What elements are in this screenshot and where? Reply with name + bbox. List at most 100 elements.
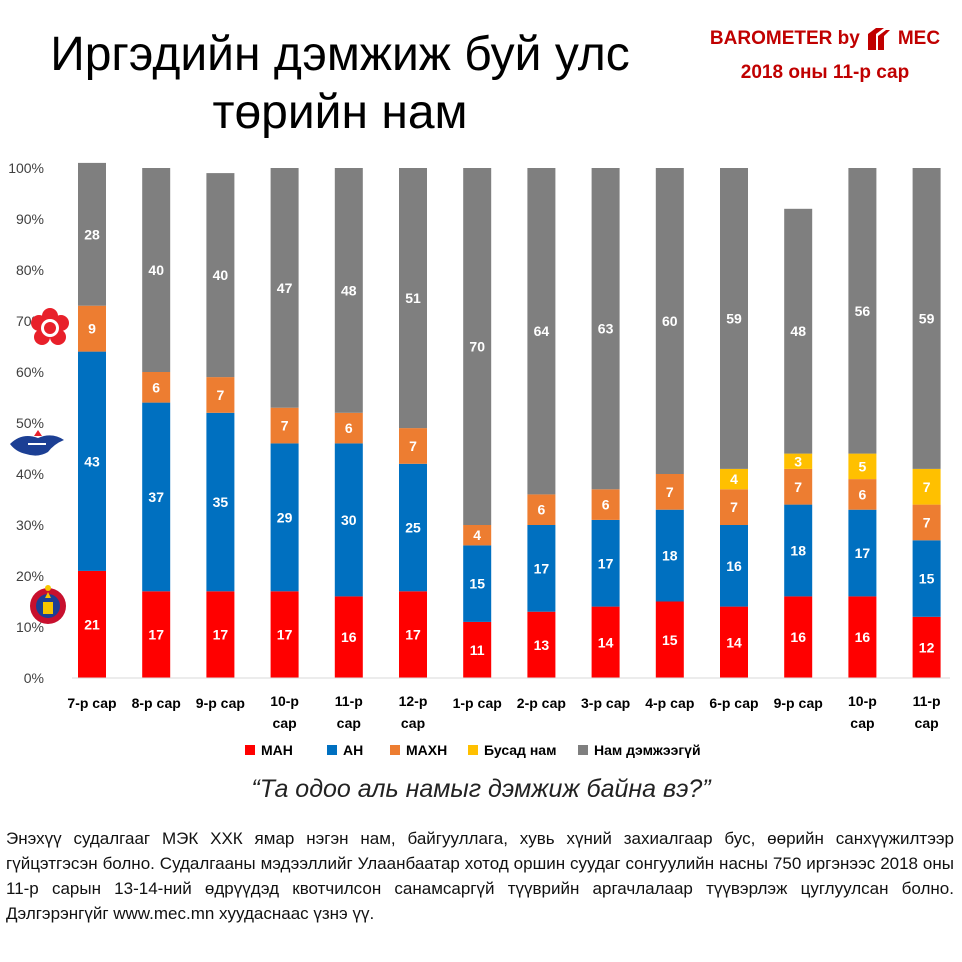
data-label: 6 <box>859 486 867 502</box>
legend-label: МАН <box>261 742 293 758</box>
data-label: 15 <box>469 576 485 592</box>
bar-segment <box>206 377 235 413</box>
stacked-bar-chart: 0%10%20%30%40%50%60%70%80%90%100% 214392… <box>8 160 950 758</box>
bar-segment <box>720 468 748 490</box>
bar-segment <box>912 616 941 678</box>
data-label: 14 <box>598 634 614 650</box>
bar-segment <box>206 591 235 678</box>
data-label: 28 <box>84 226 100 242</box>
y-tick-label: 40% <box>16 466 44 482</box>
data-label: 7 <box>217 387 225 403</box>
bar-segment <box>206 412 235 592</box>
data-label: 60 <box>662 313 678 329</box>
data-label: 43 <box>84 453 100 469</box>
bar-segment <box>142 402 171 592</box>
bar-segment <box>463 168 492 525</box>
data-label: 18 <box>790 543 806 559</box>
bar-segment <box>912 540 941 617</box>
bar-segment <box>142 168 171 372</box>
x-tick-label: 1-р сар <box>453 695 502 711</box>
x-tick-label: 7-р сар <box>67 695 116 711</box>
data-label: 17 <box>213 627 229 643</box>
data-label: 6 <box>602 497 610 513</box>
bar-segment <box>270 407 299 444</box>
bar-segment <box>655 474 684 510</box>
bar-segment <box>655 168 684 474</box>
x-tick-label: 12-р сар <box>399 693 428 731</box>
x-tick-label: 3-р сар <box>581 695 630 711</box>
bar-segment <box>527 525 556 612</box>
brand-date: 2018 оны 11-р сар <box>740 62 910 83</box>
data-label: 7 <box>281 418 289 434</box>
bar-segment <box>591 519 620 607</box>
bar-segment <box>142 372 171 403</box>
data-label: 37 <box>148 489 164 505</box>
y-tick-label: 50% <box>16 415 44 431</box>
data-label: 40 <box>213 267 229 283</box>
data-label: 63 <box>598 321 614 337</box>
bar-segment <box>655 601 684 678</box>
y-tick-label: 20% <box>16 568 44 584</box>
bar-segment <box>78 162 106 306</box>
bar-segment <box>655 509 684 602</box>
data-label: 29 <box>277 509 293 525</box>
x-tick-label: 8-р сар <box>132 695 181 711</box>
mahn-flower-emblem-icon <box>31 308 69 345</box>
bar-segment <box>142 591 171 678</box>
data-label: 35 <box>213 494 229 510</box>
bar-segment <box>399 168 427 429</box>
brand-line: BAROMETER by MEC <box>700 26 950 52</box>
y-tick-label: 100% <box>8 160 44 176</box>
bar-segment <box>784 596 813 678</box>
y-tick-label: 10% <box>16 619 44 635</box>
y-tick-label: 0% <box>24 670 44 686</box>
bar-segment <box>784 208 813 454</box>
data-label: 7 <box>730 499 738 515</box>
bar-segment <box>399 463 427 592</box>
bar-segment <box>334 168 363 413</box>
data-label: 21 <box>84 616 100 632</box>
bar-segment <box>720 606 748 678</box>
data-label: 9 <box>88 321 96 337</box>
data-label: 4 <box>730 471 738 487</box>
bar-segment <box>912 504 941 541</box>
data-label: 7 <box>666 484 674 500</box>
legend-swatch <box>468 745 478 755</box>
bar-segment <box>720 525 748 607</box>
data-label: 11 <box>470 642 485 658</box>
bar-segment <box>527 611 556 678</box>
x-axis: 7-р сар 8-р сар 9-р сар 10-р сар 11-р сар 12-р с… <box>67 677 950 731</box>
data-label: 25 <box>405 520 421 536</box>
bar-segment <box>720 168 748 469</box>
bar-segment <box>334 443 363 597</box>
x-tick-label: 2-р сар <box>517 695 566 711</box>
data-label: 6 <box>152 379 160 395</box>
bar-segment <box>78 305 106 352</box>
data-label: 17 <box>148 627 164 643</box>
title-line-2: төрийн нам <box>212 86 468 139</box>
data-label: 56 <box>855 303 871 319</box>
data-label: 15 <box>919 571 935 587</box>
bar-segment <box>270 591 299 678</box>
data-label: 16 <box>790 629 806 645</box>
bar-segment <box>334 412 363 444</box>
data-label: 17 <box>855 545 871 561</box>
data-label: 51 <box>405 290 421 306</box>
y-tick-label: 60% <box>16 364 44 380</box>
bar-segment <box>206 173 235 378</box>
bar-segment <box>270 168 299 408</box>
data-label: 17 <box>277 627 293 643</box>
data-label: 6 <box>345 420 353 436</box>
bar-segment <box>270 443 299 592</box>
data-label: 7 <box>923 514 931 530</box>
data-label: 48 <box>341 282 357 298</box>
data-label: 59 <box>726 310 742 326</box>
bar-segment <box>527 494 556 525</box>
bar-segment <box>848 168 877 454</box>
bar-segment <box>463 621 492 678</box>
data-label: 6 <box>538 502 546 518</box>
data-label: 70 <box>469 339 485 355</box>
man-soyombo-emblem-icon <box>30 585 66 624</box>
data-label: 18 <box>662 548 678 564</box>
data-label: 17 <box>405 627 421 643</box>
